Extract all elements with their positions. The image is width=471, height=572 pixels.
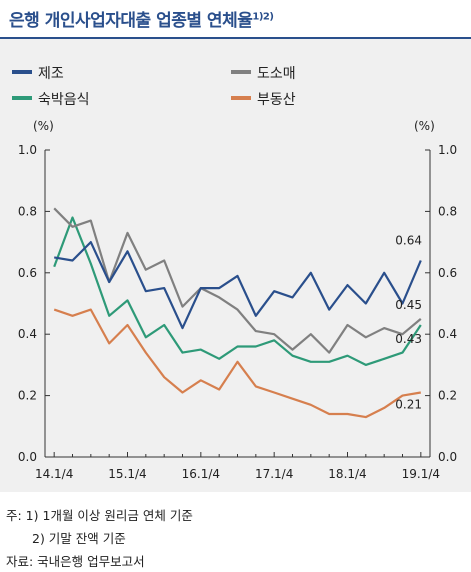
legend-swatch-retail (231, 70, 251, 74)
y-tick-label-right: 1.0 (438, 143, 457, 157)
source-note: 자료: 국내은행 업무보고서 (6, 554, 145, 569)
legend-swatch-real-estate (231, 96, 251, 100)
y-unit-left: (%) (33, 119, 54, 133)
series-line-real-estate (53, 308, 421, 419)
x-tick-label: 17.1/4 (255, 467, 293, 481)
end-label-retail: 0.45 (395, 298, 422, 312)
end-labels: 0.64 0.45 0.43 0.21 (395, 234, 422, 412)
end-label-real-estate: 0.21 (395, 398, 422, 412)
axes: 0.0 0.0 0.2 0.2 0.4 0.4 0.6 0.6 0.8 0.8 1.0 1.0 14.1… (18, 143, 457, 481)
x-tick-label: 19.1/4 (402, 467, 440, 481)
y-tick-label-right: 0.8 (438, 204, 457, 218)
legend-label-real-estate: 부동산 (257, 92, 296, 108)
chart-panel: 제조 도소매 숙박음식 부동산 (%) (%) 0.0 0.0 0.2 0.2 0.4 0… (0, 39, 471, 492)
title-rule (0, 37, 471, 39)
y-tick-label-left: 0.0 (18, 450, 37, 464)
series-line-manufacturing (54, 241, 422, 330)
x-tick-label: 15.1/4 (108, 467, 146, 481)
end-label-accommodation-food: 0.43 (395, 332, 422, 346)
y-tick-label-right: 0.4 (438, 327, 457, 341)
legend-swatch-manufacturing (12, 70, 32, 74)
footnote-1: 주: 1) 1개월 이상 원리금 연체 기준 (6, 508, 193, 523)
y-tick-label-left: 0.8 (18, 204, 37, 218)
legend-label-manufacturing: 제조 (38, 66, 64, 82)
legend-label-accommodation-food: 숙박음식 (38, 92, 90, 108)
line-chart: (%) (%) 0.0 0.0 0.2 0.2 0.4 0.4 0.6 0.6 0.8 0.8 1.… (18, 119, 457, 481)
y-tick-label-left: 0.4 (18, 327, 37, 341)
y-tick-label-left: 1.0 (18, 143, 37, 157)
y-unit-right: (%) (414, 119, 435, 133)
y-tick-label-left: 0.6 (18, 266, 37, 280)
legend-swatch-accommodation-food (12, 96, 32, 100)
series-line-accommodation-food (53, 216, 422, 366)
y-tick-label-right: 0.2 (438, 389, 457, 403)
chart-title-footnote-mark: 1)2) (252, 11, 274, 23)
y-tick-label-right: 0.6 (438, 266, 457, 280)
series-line-retail (53, 207, 422, 354)
chart-title-text: 은행 개인사업자대출 업종별 연체율 (9, 11, 253, 31)
legend-label-retail: 도소매 (257, 66, 296, 82)
chart-title: 은행 개인사업자대출 업종별 연체율1)2) (9, 6, 274, 31)
x-tick-label: 18.1/4 (328, 467, 366, 481)
end-label-manufacturing: 0.64 (395, 234, 422, 248)
series-layer (53, 207, 422, 419)
y-tick-label-right: 0.0 (438, 450, 457, 464)
x-tick-label: 16.1/4 (182, 467, 220, 481)
y-tick-label-left: 0.2 (18, 389, 37, 403)
x-tick-label: 14.1/4 (35, 467, 73, 481)
footnote-2: 2) 기말 잔액 기준 (32, 531, 126, 546)
